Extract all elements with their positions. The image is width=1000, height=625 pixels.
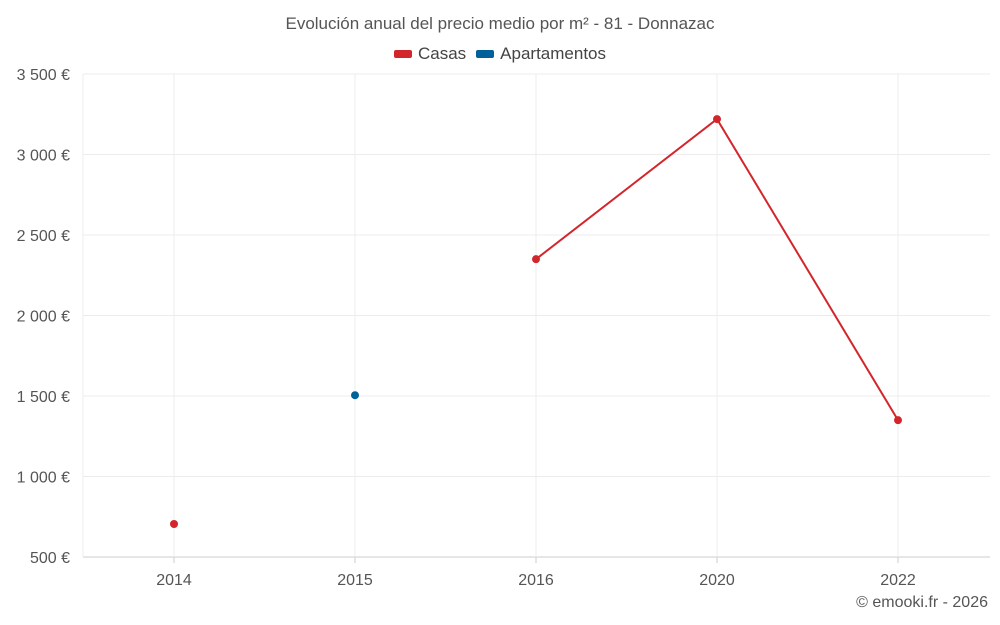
y-tick-label: 3 000 € — [17, 148, 70, 165]
y-tick-label: 1 000 € — [17, 470, 70, 487]
y-tick-label: 1 500 € — [17, 389, 70, 406]
x-tick-label: 2022 — [880, 572, 916, 589]
data-point-casas-2016 — [532, 255, 540, 264]
legend-swatch-casas — [393, 50, 412, 58]
data-point-casas-2020 — [713, 115, 721, 124]
legend-swatch-apartamentos — [476, 50, 495, 58]
data-point-casas-2022 — [894, 416, 902, 425]
legend: Casas Apartamentos — [0, 44, 1000, 64]
x-tick-label: 2015 — [337, 572, 373, 589]
credit-text: © emooki.fr - 2026 — [856, 594, 988, 611]
x-tick-label: 2016 — [518, 572, 554, 589]
x-tick-label: 2020 — [699, 572, 735, 589]
data-point-apartamentos-2015 — [351, 391, 359, 400]
chart-title: Evolución anual del precio medio por m² … — [285, 14, 715, 33]
y-tick-label: 3 500 € — [17, 67, 70, 84]
x-tick-label: 2014 — [156, 572, 192, 589]
y-tick-label: 2 000 € — [17, 309, 70, 326]
legend-label-apartamentos: Apartamentos — [500, 44, 607, 63]
y-tick-label: 2 500 € — [17, 228, 70, 245]
legend-item-casas[interactable]: Casas — [393, 44, 467, 64]
y-tick-label: 500 € — [30, 550, 70, 567]
legend-item-apartamentos[interactable]: Apartamentos — [476, 44, 606, 64]
legend-label-casas: Casas — [417, 44, 467, 63]
data-point-casas-2014 — [170, 519, 178, 528]
